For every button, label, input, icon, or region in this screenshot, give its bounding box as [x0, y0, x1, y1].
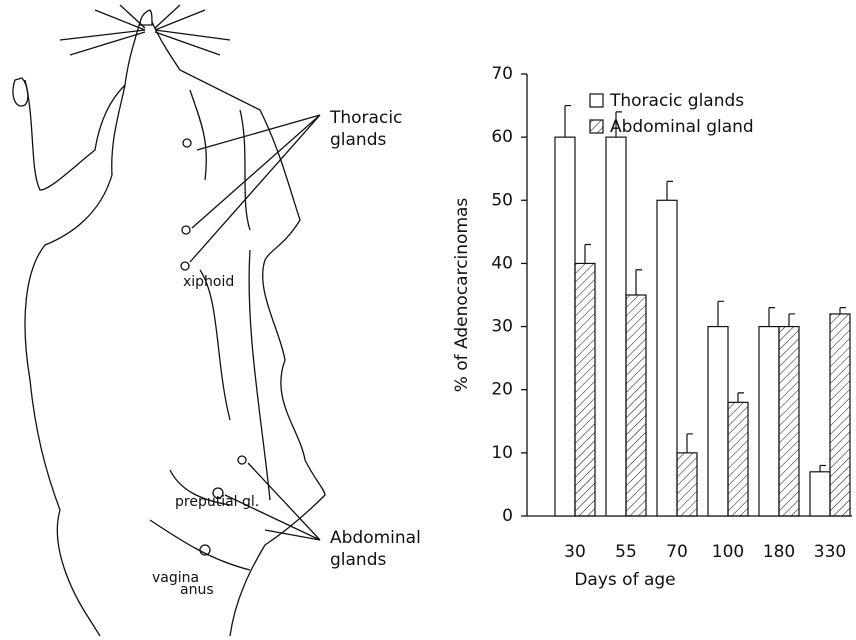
xiphoid-label: xiphoid: [183, 274, 234, 290]
x-tick-label: 100: [712, 542, 744, 562]
bar: [707, 325, 729, 517]
x-tick-label: 70: [666, 542, 688, 562]
bar: [829, 313, 851, 517]
abdominal-label: glands: [330, 550, 386, 570]
x-tick-label: 30: [564, 542, 586, 562]
y-tick-label: 60: [491, 127, 513, 147]
bar: [605, 136, 627, 517]
error-bar: [768, 307, 775, 327]
error-bar: [666, 180, 673, 201]
y-tick-label: 40: [491, 253, 513, 273]
vagina-label: vagina: [152, 570, 199, 586]
bar: [727, 401, 749, 517]
x-tick-label: 180: [763, 542, 795, 562]
error-bar: [788, 313, 795, 327]
x-tick-label: 330: [814, 542, 846, 562]
y-tick-label: 20: [491, 380, 513, 400]
error-bar: [584, 243, 591, 264]
preputial-label: preputial gl.: [175, 494, 259, 510]
error-bar: [615, 111, 622, 138]
bar: [676, 452, 698, 517]
legend-swatch: [589, 93, 604, 108]
abdominal-label: Abdominal: [330, 528, 421, 548]
bar: [554, 136, 576, 517]
bar: [758, 325, 780, 517]
error-bar: [564, 104, 571, 138]
bar: [574, 262, 596, 517]
error-bar: [686, 433, 693, 453]
bar: [778, 325, 800, 517]
anus-label: anus: [180, 582, 214, 598]
y-tick-label: 0: [502, 506, 513, 526]
thoracic-label: Thoracic: [329, 108, 402, 128]
legend-label: Thoracic glands: [609, 91, 744, 111]
error-bar: [717, 300, 724, 327]
y-tick-label: 70: [491, 64, 513, 84]
error-bar: [819, 464, 826, 472]
bar: [656, 199, 678, 517]
y-axis-label: % of Adenocarcinomas: [452, 198, 472, 393]
legend-label: Abdominal gland: [610, 117, 754, 137]
bar: [625, 294, 647, 517]
y-tick-label: 30: [491, 317, 513, 337]
thoracic-label: glands: [330, 130, 386, 150]
x-axis-label: Days of age: [574, 570, 675, 590]
legend-swatch: [589, 119, 604, 134]
bar-chart: % of Adenocarcinomas Days of age: [452, 198, 676, 590]
mouse-illustration: Thoracic glands Abdominal glands xiphoid…: [12, 4, 421, 637]
error-bar: [635, 269, 642, 295]
y-tick-label: 50: [491, 190, 513, 210]
error-bar: [737, 392, 744, 403]
error-bar: [839, 307, 846, 314]
y-tick-label: 10: [491, 443, 513, 463]
bar: [809, 471, 831, 517]
x-tick-label: 55: [615, 542, 637, 562]
